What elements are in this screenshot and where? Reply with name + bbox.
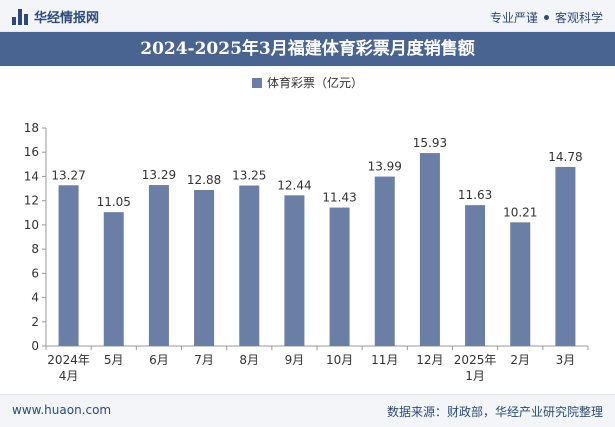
bar	[239, 185, 260, 346]
data-label: 10.21	[503, 205, 537, 219]
title-bar: 2024-2025年3月福建体育彩票月度销售额	[0, 32, 615, 66]
x-tick-label: 7月	[194, 353, 214, 367]
slogan: 专业严谨 客观科学	[490, 9, 603, 26]
bar	[103, 212, 124, 346]
data-label: 13.25	[232, 169, 266, 183]
bar	[374, 176, 395, 346]
y-tick-label: 16	[24, 145, 39, 159]
y-tick-label: 14	[24, 169, 39, 183]
site-name: 华经情报网	[34, 11, 100, 26]
bar	[419, 153, 440, 346]
y-tick-label: 6	[31, 266, 39, 280]
bar	[284, 195, 305, 346]
legend-swatch	[251, 77, 262, 88]
site-logo[interactable]: 华经情报网	[12, 7, 99, 26]
data-label: 11.05	[97, 195, 131, 209]
data-label: 11.63	[458, 188, 492, 202]
x-tick-label: 3月	[556, 353, 576, 367]
x-tick-label: 2025年 1月	[454, 353, 497, 383]
bar	[329, 207, 350, 346]
bar	[510, 222, 531, 346]
bar-chart: 0 2 4 6 8 10 12 14 16 18 13.27 2024年 4月 11.05 5月 13.29 6…	[24, 121, 589, 383]
y-tick-label: 8	[31, 242, 39, 256]
x-tick-label: 2月	[510, 353, 530, 367]
slogan-left: 专业严谨	[489, 11, 538, 25]
data-label: 13.99	[368, 160, 402, 174]
y-tick-label: 0	[31, 339, 39, 353]
data-source: 数据来源：财政部，华经产业研究院整理	[386, 405, 603, 419]
x-tick-label: 8月	[239, 353, 259, 367]
x-tick-label: 11月	[371, 353, 398, 367]
y-tick-label: 18	[24, 121, 39, 135]
bar	[555, 166, 576, 346]
bar	[465, 205, 486, 346]
logo-icon	[12, 8, 28, 25]
x-tick-label: 9月	[285, 353, 305, 367]
y-tick-label: 10	[24, 218, 39, 232]
y-tick-label: 12	[24, 194, 39, 208]
data-label: 14.78	[548, 150, 582, 164]
chart-legend: 体育彩票（亿元）	[0, 74, 615, 91]
x-tick-label: 10月	[326, 353, 353, 367]
x-tick-label: 12月	[416, 353, 443, 367]
y-tick-label: 2	[31, 315, 39, 329]
x-tick-label: 6月	[149, 353, 169, 367]
bar	[148, 185, 169, 346]
x-tick-label: 2024年 4月	[47, 353, 90, 383]
bar	[58, 185, 79, 346]
chart-title: 2024-2025年3月福建体育彩票月度销售额	[140, 39, 475, 59]
data-label: 11.43	[322, 191, 356, 205]
data-label: 15.93	[413, 136, 447, 150]
legend-label: 体育彩票（亿元）	[266, 76, 363, 90]
data-label: 12.88	[187, 173, 221, 187]
footer-url[interactable]: www.huaon.com	[12, 403, 112, 417]
x-tick-label: 5月	[104, 353, 124, 367]
y-tick-label: 4	[31, 291, 39, 305]
slogan-right: 客观科学	[554, 11, 603, 25]
bar	[194, 190, 215, 346]
footer-bar: www.huaon.com 数据来源：财政部，华经产业研究院整理	[0, 394, 615, 427]
data-label: 12.44	[277, 178, 311, 192]
data-label: 13.29	[142, 168, 176, 182]
dot-separator-icon	[543, 15, 549, 20]
top-bar: 华经情报网 专业严谨 客观科学	[0, 0, 615, 32]
data-label: 13.27	[51, 168, 85, 182]
